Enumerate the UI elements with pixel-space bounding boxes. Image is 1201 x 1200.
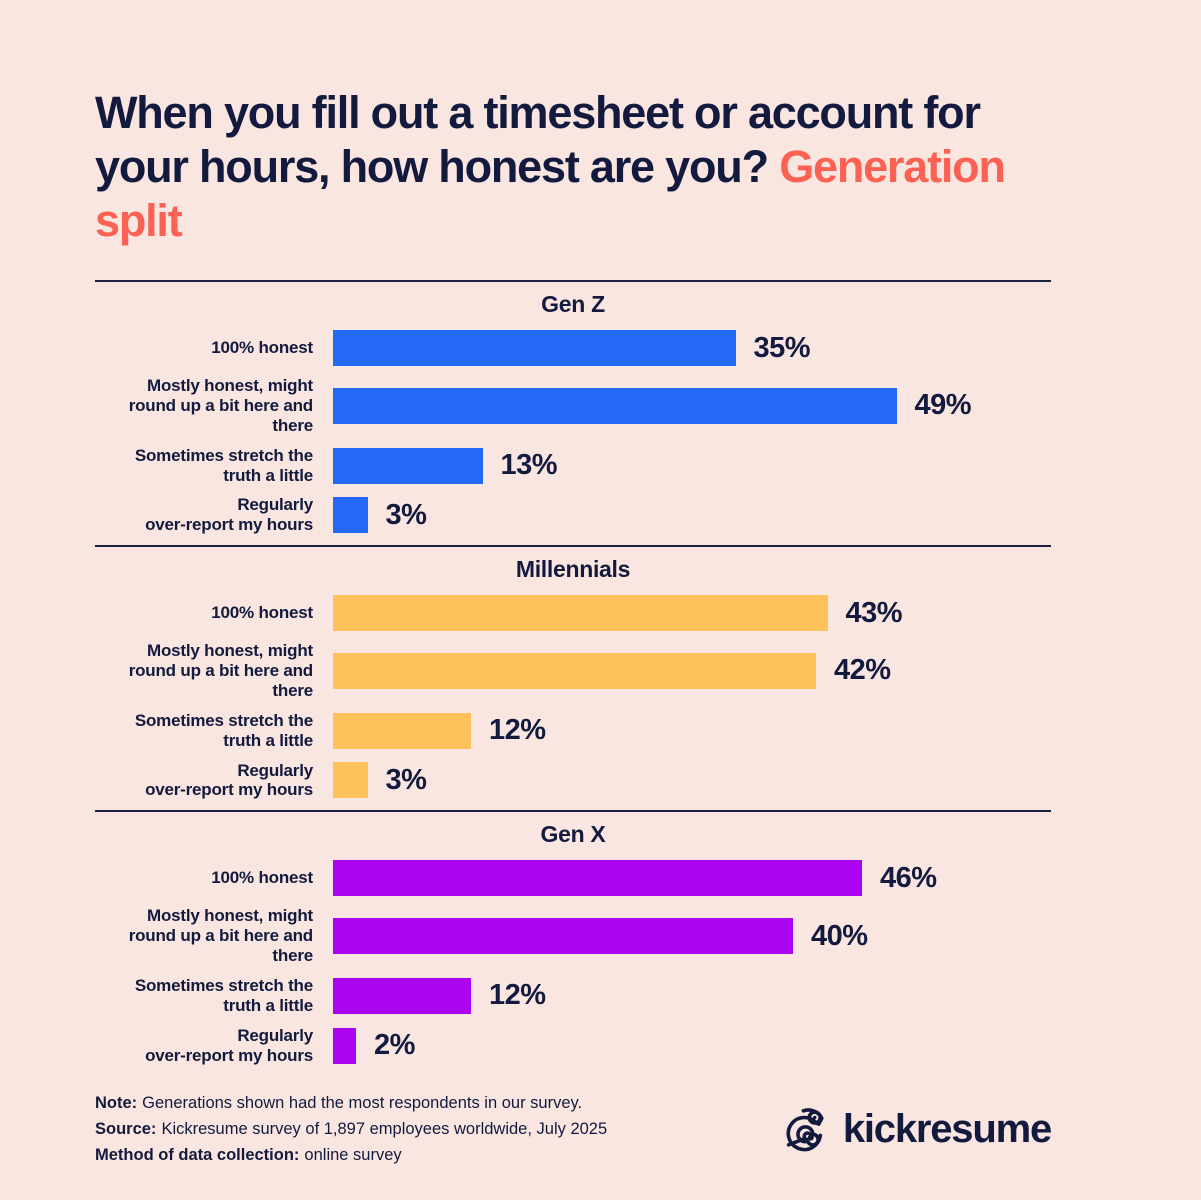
bar: [333, 712, 471, 749]
bar-value-label: 3%: [385, 763, 427, 796]
bar-value-label: 46%: [880, 861, 937, 894]
bar: [333, 918, 793, 955]
bar-value-label: 43%: [845, 596, 903, 629]
bar-label: Sometimes stretch the truth a little: [134, 710, 313, 750]
method-text: online survey: [304, 1145, 402, 1164]
section-rows: 100% honest 43% Mostly honest, might rou…: [95, 595, 1051, 800]
footer: Note: Generations shown had the most resp…: [95, 1089, 1052, 1168]
bar-area: 49%: [333, 387, 1051, 424]
bar-label: Regularly over-report my hours: [145, 1025, 313, 1065]
source-label: Source:: [95, 1119, 157, 1138]
bar-row: Sometimes stretch the truth a little 12%: [95, 711, 1051, 751]
section-rows: 100% honest 35% Mostly honest, might rou…: [95, 330, 1051, 535]
bar-area: 12%: [333, 977, 1051, 1014]
section-title: Millennials: [515, 556, 631, 583]
bar-row: 100% honest 35%: [95, 330, 1051, 366]
bar-area: 3%: [333, 497, 1051, 534]
section-title: Gen X: [540, 821, 606, 848]
bar-area: 42%: [333, 652, 1051, 689]
infographic: When you fill out a timesheet or account…: [95, 86, 1052, 1168]
bar-area: 2%: [333, 1027, 1051, 1064]
bar-area: 12%: [333, 712, 1051, 749]
bar-row: Regularly over-report my hours 3%: [95, 495, 1051, 535]
bar-label: Regularly over-report my hours: [145, 760, 313, 800]
bar: [333, 762, 368, 799]
bar-value-label: 35%: [753, 331, 811, 364]
bar-value-label: 12%: [489, 714, 546, 747]
bar: [333, 652, 816, 689]
bar: [333, 447, 483, 484]
bar-row: Mostly honest, might round up a bit here…: [95, 906, 1051, 966]
method-label: Method of data collection:: [95, 1145, 300, 1164]
charts: Gen Z 100% honest 35% Mostly honest, mig…: [95, 280, 1051, 1065]
bar-row: Sometimes stretch the truth a little 13%: [95, 446, 1051, 486]
page-title-accent: Generation split: [95, 141, 1006, 246]
bar-value-label: 42%: [834, 654, 891, 687]
bar-label: 100% honest: [211, 868, 313, 888]
bar-row: 100% honest 46%: [95, 860, 1051, 897]
bar-label: Mostly honest, might round up a bit here…: [128, 641, 313, 700]
bar: [333, 1027, 356, 1064]
note-text: Generations shown had the most responden…: [142, 1094, 583, 1113]
bar-row: Sometimes stretch the truth a little 12%: [95, 976, 1051, 1016]
bar-value-label: 13%: [500, 449, 558, 481]
section-title: Gen Z: [541, 291, 605, 317]
source-line: Source: Kickresume survey of 1,897 employ…: [95, 1117, 607, 1143]
method-line: Method of data collection: online survey: [95, 1143, 607, 1169]
section-rows: 100% honest 46% Mostly honest, might rou…: [95, 860, 1051, 1065]
bar-area: 40%: [333, 918, 1051, 955]
bar-area: 3%: [333, 762, 1051, 799]
bar: [333, 977, 471, 1014]
bar-label: Sometimes stretch the truth a little: [134, 445, 313, 485]
bar-row: Regularly over-report my hours 3%: [95, 761, 1051, 801]
note-label: Note:: [95, 1094, 138, 1113]
chart-section: Gen Z 100% honest 35% Mostly honest, mig…: [95, 280, 1051, 535]
bar-value-label: 40%: [811, 919, 868, 952]
note-line: Note: Generations shown had the most resp…: [95, 1091, 607, 1117]
bar: [333, 387, 897, 424]
bar-label: 100% honest: [211, 603, 313, 623]
bar-area: 35%: [333, 330, 1051, 366]
brand-wordmark: kickresume: [842, 1107, 1052, 1152]
chameleon-icon: [780, 1103, 830, 1157]
bar-label: Mostly honest, might round up a bit here…: [128, 376, 313, 435]
bar-row: 100% honest 43%: [95, 595, 1051, 632]
footer-notes: Note: Generations shown had the most resp…: [95, 1091, 607, 1168]
bar-value-label: 2%: [374, 1029, 415, 1061]
bar-value-label: 49%: [914, 389, 972, 422]
page-title: When you fill out a timesheet or account…: [95, 86, 1040, 248]
brand-logo: kickresume: [780, 1103, 1052, 1157]
bar: [333, 497, 368, 534]
bar: [333, 860, 862, 897]
bar: [333, 330, 736, 366]
bar-label: Sometimes stretch the truth a little: [134, 975, 313, 1015]
chart-section: Millennials 100% honest 43% Mostly hones…: [95, 545, 1051, 800]
bar-row: Regularly over-report my hours 2%: [95, 1026, 1051, 1066]
bar: [333, 595, 828, 632]
bar-value-label: 3%: [385, 498, 427, 531]
bar-label: Regularly over-report my hours: [145, 495, 313, 535]
source-text: Kickresume survey of 1,897 employees wor…: [161, 1119, 608, 1138]
bar-label: Mostly honest, might round up a bit here…: [128, 906, 313, 965]
chart-section: Gen X 100% honest 46% Mostly honest, mig…: [95, 810, 1051, 1065]
bar-row: Mostly honest, might round up a bit here…: [95, 641, 1051, 701]
bar-value-label: 12%: [489, 979, 546, 1012]
bar-label: 100% honest: [211, 338, 313, 358]
bar-area: 13%: [333, 447, 1051, 484]
bar-row: Mostly honest, might round up a bit here…: [95, 376, 1051, 436]
page-title-main: When you fill out a timesheet or account…: [95, 87, 981, 192]
bar-area: 46%: [333, 860, 1051, 897]
bar-area: 43%: [333, 595, 1051, 632]
